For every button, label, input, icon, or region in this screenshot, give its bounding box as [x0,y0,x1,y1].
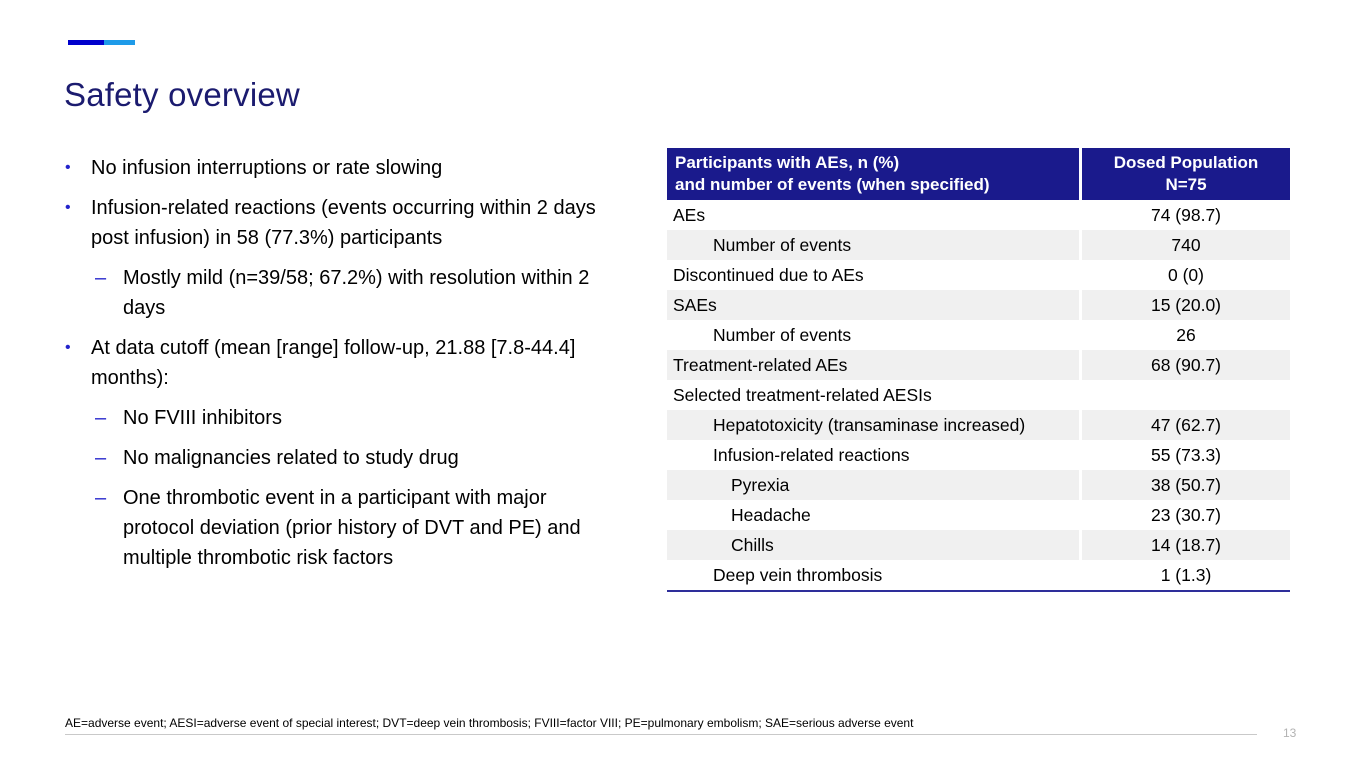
table-body: AEs 74 (98.7) Number of events 740 Disco… [667,200,1290,590]
table-row: Chills 14 (18.7) [667,530,1290,560]
table-row-value: 47 (62.7) [1082,410,1290,440]
table-row-label: Discontinued due to AEs [667,260,1079,290]
accent-bar-light-segment [104,40,135,45]
table-row-value: 14 (18.7) [1082,530,1290,560]
table-row-label: Headache [667,500,1079,530]
bullet-marker-icon: • [65,339,71,356]
table-row-value: 1 (1.3) [1082,560,1290,590]
bullet-text: At data cutoff (mean [range] follow-up, … [91,337,576,389]
table-row: Deep vein thrombosis 1 (1.3) [667,560,1290,590]
bullet-marker-icon: – [95,447,107,469]
footer-divider [65,734,1257,735]
table-row-label: Number of events [667,230,1079,260]
bullet-item: – No malignancies related to study drug [95,443,601,473]
bullet-item: • No infusion interruptions or rate slow… [65,153,601,183]
table-row-label: Treatment-related AEs [667,350,1079,380]
table-header-row: Participants with AEs, n (%) and number … [667,148,1290,200]
table-row-label: Deep vein thrombosis [667,560,1079,590]
table-row: Number of events 26 [667,320,1290,350]
table-row-label: Infusion-related reactions [667,440,1079,470]
bullet-marker-icon: – [95,487,107,509]
table-row: Discontinued due to AEs 0 (0) [667,260,1290,290]
bullet-text: One thrombotic event in a participant wi… [123,487,581,569]
bullet-item: – No FVIII inhibitors [95,403,601,433]
bullet-item: • Infusion-related reactions (events occ… [65,193,601,253]
table-row-value: 26 [1082,320,1290,350]
bullet-text: No malignancies related to study drug [123,447,459,469]
table-row: SAEs 15 (20.0) [667,290,1290,320]
table-row: Infusion-related reactions 55 (73.3) [667,440,1290,470]
table-row-label: Number of events [667,320,1079,350]
accent-bar-dark-segment [68,40,104,45]
table-row-value: 68 (90.7) [1082,350,1290,380]
table-row: Selected treatment-related AESIs [667,380,1290,410]
table-row-value [1082,380,1290,410]
bullet-marker-icon: • [65,199,71,216]
table-row-value: 23 (30.7) [1082,500,1290,530]
table-row: Number of events 740 [667,230,1290,260]
footnote: AE=adverse event; AESI=adverse event of … [65,716,914,730]
table-row-value: 740 [1082,230,1290,260]
table-row-label: Hepatotoxicity (transaminase increased) [667,410,1079,440]
bullet-text: No FVIII inhibitors [123,407,282,429]
page-title: Safety overview [64,76,300,113]
bullet-text: No infusion interruptions or rate slowin… [91,157,443,179]
bullet-item: – One thrombotic event in a participant … [95,483,601,573]
bullet-text: Infusion-related reactions (events occur… [91,197,596,249]
table-row: Hepatotoxicity (transaminase increased) … [667,410,1290,440]
bullet-item: • At data cutoff (mean [range] follow-up… [65,333,601,393]
table-row-label: Chills [667,530,1079,560]
table-row: Treatment-related AEs 68 (90.7) [667,350,1290,380]
bullet-item: – Mostly mild (n=39/58; 67.2%) with reso… [95,263,601,323]
table-row-label: Selected treatment-related AESIs [667,380,1079,410]
table-row-label: SAEs [667,290,1079,320]
table-row: Pyrexia 38 (50.7) [667,470,1290,500]
table-bottom-border [667,590,1290,592]
table-row-value: 0 (0) [1082,260,1290,290]
table-row-label: AEs [667,200,1079,230]
bullet-marker-icon: – [95,267,107,289]
bullet-marker-icon: • [65,159,71,176]
bullet-marker-icon: – [95,407,107,429]
table-row-label: Pyrexia [667,470,1079,500]
page-number: 13 [1283,726,1297,740]
bullet-list: • No infusion interruptions or rate slow… [65,153,601,583]
table-row-value: 15 (20.0) [1082,290,1290,320]
accent-bar [68,40,135,45]
bullet-text: Mostly mild (n=39/58; 67.2%) with resolu… [123,267,590,319]
table-header-participants: Participants with AEs, n (%) and number … [667,148,1079,200]
table-header-dosed-population: Dosed Population N=75 [1082,148,1290,200]
safety-table: Participants with AEs, n (%) and number … [667,148,1290,592]
table-row: AEs 74 (98.7) [667,200,1290,230]
table-row-value: 38 (50.7) [1082,470,1290,500]
table-row-value: 55 (73.3) [1082,440,1290,470]
table-row-value: 74 (98.7) [1082,200,1290,230]
table-row: Headache 23 (30.7) [667,500,1290,530]
